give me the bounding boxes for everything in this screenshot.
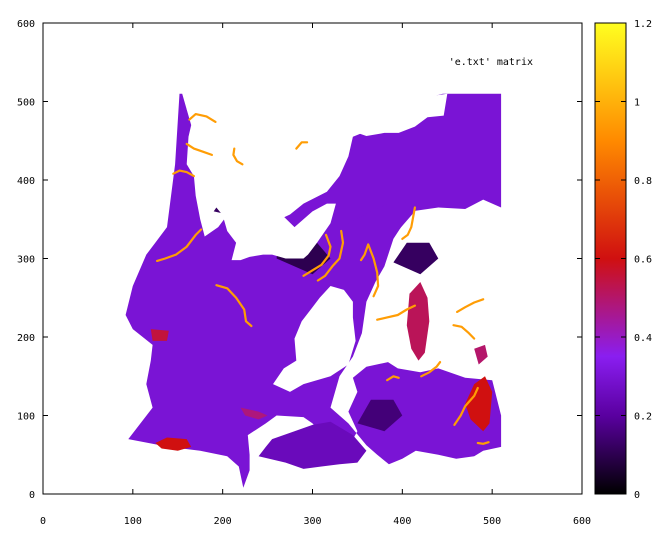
high-value-filament-5: [232, 147, 244, 166]
legend-label: 'e.txt' matrix: [449, 57, 533, 68]
heatmap-region-7: [155, 437, 192, 451]
x-axis: 0 100 200 300 400 500 600: [40, 23, 591, 527]
x-tick-label: 0: [40, 516, 46, 527]
heatmap-region-11: [240, 407, 268, 420]
colorbar-tick-label: 0.8: [634, 176, 652, 187]
high-value-filament-0: [188, 112, 217, 124]
x-tick-label: 300: [303, 516, 321, 527]
heatmap-region-9: [465, 376, 493, 432]
y-axis: 0 100 200 300 400 500 600: [17, 19, 582, 501]
missing-region-16: [273, 286, 356, 392]
high-value-filament-6: [295, 141, 309, 150]
missing-region-13: [186, 103, 336, 261]
colorbar-tick-label: 0.4: [634, 333, 652, 344]
colorbar-tick-label: 1: [634, 98, 640, 109]
colorbar-tick-label: 0: [634, 490, 640, 501]
colorbar-axis: 0 0.2 0.4 0.6 0.8 1 1.2: [595, 19, 652, 501]
high-value-filament-16: [452, 324, 476, 340]
heatmap-layer: [78, 93, 502, 488]
colorbar-tick-label: 0.2: [634, 412, 652, 423]
colorbar: [594, 22, 627, 495]
high-value-filament-17: [476, 441, 490, 445]
y-tick-label: 300: [17, 255, 35, 266]
y-tick-label: 0: [29, 490, 35, 501]
heatmap-region-8: [406, 282, 430, 361]
heatmap-region-6: [357, 399, 403, 432]
x-tick-label: 500: [483, 516, 501, 527]
high-value-filament-10: [376, 304, 416, 321]
y-tick-label: 500: [17, 98, 35, 109]
high-value-filament-2: [172, 169, 195, 178]
high-value-filament-4: [215, 284, 253, 328]
x-tick-label: 100: [124, 516, 142, 527]
y-tick-label: 600: [17, 19, 35, 30]
missing-region-18: [78, 289, 114, 479]
heatmap-region-2: [339, 202, 421, 261]
high-value-filament-13: [420, 361, 442, 378]
high-value-filament-12: [386, 375, 400, 382]
high-value-filament-15: [456, 298, 485, 313]
missing-region-17: [78, 93, 169, 282]
y-tick-label: 100: [17, 412, 35, 423]
heatmap-region-0: [125, 93, 502, 488]
missing-region-15: [290, 93, 448, 136]
heatmap-region-1: [258, 421, 367, 469]
high-value-filament-14: [453, 386, 479, 426]
x-tick-label: 200: [214, 516, 232, 527]
high-value-filament-1: [185, 142, 213, 156]
colorbar-tick-label: 0.6: [634, 255, 652, 266]
high-value-filament-3: [156, 228, 203, 262]
missing-region-14: [249, 93, 313, 143]
heatmap-region-4: [393, 242, 439, 275]
high-value-filament-7: [302, 233, 332, 277]
high-value-filament-11: [401, 206, 416, 240]
x-tick-label: 400: [393, 516, 411, 527]
x-tick-label: 600: [573, 516, 591, 527]
y-tick-label: 200: [17, 333, 35, 344]
colorbar-tick-label: 1.2: [634, 19, 652, 30]
heatmap-region-12: [474, 344, 488, 365]
heatmap-region-10: [150, 329, 169, 341]
y-tick-label: 400: [17, 176, 35, 187]
high-value-filament-8: [316, 229, 345, 282]
high-value-filament-9: [359, 243, 380, 298]
